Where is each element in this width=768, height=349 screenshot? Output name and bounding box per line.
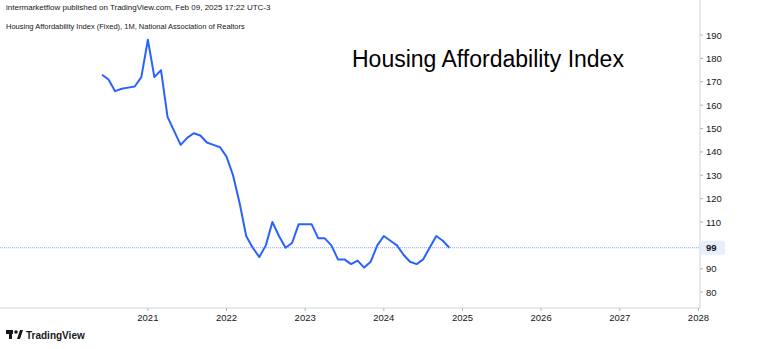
last-value-box (701, 241, 725, 255)
y-tick (700, 35, 703, 36)
series-name: Housing Affordability Index (Fixed), 1M,… (6, 22, 245, 31)
y-tick (700, 128, 703, 129)
x-axis-line (0, 308, 700, 309)
y-tick (700, 81, 703, 82)
y-tick-label: 120 (706, 193, 722, 204)
x-tick (619, 308, 620, 311)
last-value-label: 99 (706, 242, 717, 253)
x-tick (698, 308, 699, 311)
chart: 80 90 110 120 130 140 150 160 170 180 190 2021 2022 2… (0, 0, 768, 349)
y-tick (700, 105, 703, 106)
y-tick-label: 130 (706, 170, 722, 181)
x-tick (383, 308, 384, 311)
y-tick (700, 198, 703, 199)
x-tick-label: 2028 (688, 312, 709, 323)
series-line (102, 40, 449, 268)
x-tick-label: 2022 (216, 312, 237, 323)
y-tick-label: 150 (706, 123, 722, 134)
x-tick (147, 308, 148, 311)
y-tick (700, 151, 703, 152)
y-tick-label: 160 (706, 100, 722, 111)
x-tick-label: 2027 (609, 312, 630, 323)
y-tick (700, 268, 703, 269)
last-value-line (0, 247, 700, 248)
y-tick-label: 190 (706, 30, 722, 41)
y-tick (700, 175, 703, 176)
x-tick-label: 2023 (295, 312, 316, 323)
y-tick (700, 292, 703, 293)
y-tick-label: 80 (706, 287, 717, 298)
plot-area (0, 40, 700, 268)
logo-mark (9, 330, 12, 339)
y-tick (700, 58, 703, 59)
y-axis-line (700, 0, 701, 308)
logo: TradingView (6, 330, 85, 341)
x-tick-label: 2026 (531, 312, 552, 323)
y-tick-label: 110 (706, 217, 721, 228)
x-tick-label: 2024 (373, 312, 394, 323)
x-tick-label: 2021 (137, 312, 158, 323)
y-tick (700, 222, 703, 223)
logo-mark (17, 330, 23, 339)
logo-mark (14, 330, 18, 334)
logo-text: TradingView (26, 330, 85, 341)
y-tick-label: 140 (706, 146, 722, 157)
x-tick (462, 308, 463, 311)
x-tick (305, 308, 306, 311)
y-tick-label: 90 (706, 263, 717, 274)
x-tick-label: 2025 (452, 312, 473, 323)
publisher-note: intermarketflow published on TradingView… (6, 3, 271, 12)
y-tick-label: 170 (706, 76, 722, 87)
chart-title: Housing Affordability Index (352, 46, 624, 72)
x-tick (541, 308, 542, 311)
x-tick (226, 308, 227, 311)
y-tick-label: 180 (706, 53, 722, 64)
